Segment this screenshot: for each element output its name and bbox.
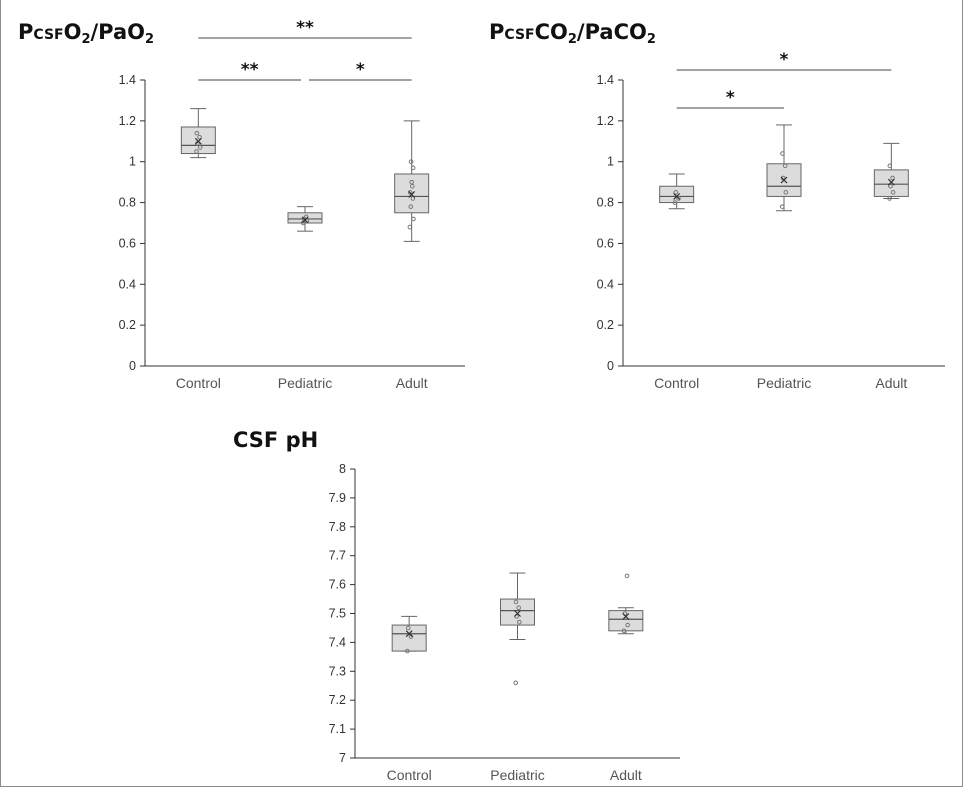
data-point xyxy=(513,599,519,605)
data-point xyxy=(410,165,416,171)
significance-label: * xyxy=(726,88,735,108)
y-tick-label: 0.8 xyxy=(597,196,614,210)
y-tick-label: 0.2 xyxy=(597,318,614,332)
significance-label: ** xyxy=(296,18,314,38)
data-point xyxy=(624,573,630,579)
data-point xyxy=(409,179,414,185)
data-point xyxy=(621,628,627,634)
data-point xyxy=(890,190,896,195)
y-tick-label: 0.6 xyxy=(119,236,136,250)
data-point xyxy=(411,216,416,222)
x-category-label: Pediatric xyxy=(757,375,811,391)
y-tick-label: 1.2 xyxy=(597,114,614,128)
data-point xyxy=(672,200,678,205)
y-tick-label: 0.4 xyxy=(119,277,136,291)
y-tick-label: 7.7 xyxy=(329,549,346,563)
panel-title-pcsfco2-paco2: PCSFCO2/PaCO2 xyxy=(489,20,656,47)
y-tick-label: 7.8 xyxy=(329,520,346,534)
data-point xyxy=(409,183,415,189)
significance-label: ** xyxy=(241,60,259,80)
data-point xyxy=(194,149,199,154)
y-tick-label: 7.1 xyxy=(329,722,346,736)
y-tick-label: 7 xyxy=(339,751,346,765)
data-point xyxy=(887,163,893,169)
data-point xyxy=(888,183,893,189)
y-tick-label: 0 xyxy=(607,359,614,373)
y-tick-label: 1.4 xyxy=(119,73,136,87)
y-tick-label: 0.6 xyxy=(597,236,614,250)
y-tick-label: 0.2 xyxy=(119,318,136,332)
data-point xyxy=(197,134,202,140)
significance-label: * xyxy=(780,50,789,70)
y-tick-label: 7.9 xyxy=(329,491,346,505)
data-point xyxy=(410,196,416,201)
x-category-label: Adult xyxy=(396,375,428,391)
y-tick-label: 1.4 xyxy=(597,73,614,87)
x-category-label: Control xyxy=(387,767,432,783)
y-tick-label: 7.5 xyxy=(329,607,346,621)
mean-marker xyxy=(514,610,521,617)
mean-marker xyxy=(194,137,202,145)
data-point xyxy=(408,204,414,209)
data-point xyxy=(625,622,630,628)
panel-title-pcsfo2-pao2: PCSFO2/PaO2 xyxy=(18,20,155,47)
data-point xyxy=(780,151,785,156)
data-point xyxy=(407,224,413,230)
data-point xyxy=(783,190,789,195)
y-tick-label: 8 xyxy=(339,462,346,476)
y-tick-label: 0.8 xyxy=(119,196,136,210)
mean-marker xyxy=(301,216,309,224)
x-category-label: Control xyxy=(176,375,221,391)
data-point xyxy=(517,619,522,625)
mean-marker xyxy=(408,190,416,198)
data-point xyxy=(890,175,895,181)
data-point xyxy=(197,145,203,150)
data-point xyxy=(408,159,414,165)
y-tick-label: 0 xyxy=(129,359,136,373)
mean-marker xyxy=(780,176,788,184)
y-tick-label: 0.4 xyxy=(597,277,614,291)
mean-marker xyxy=(673,193,681,200)
data-point xyxy=(194,130,200,136)
y-tick-label: 7.4 xyxy=(329,635,346,649)
x-category-label: Control xyxy=(654,375,699,391)
y-tick-label: 1.2 xyxy=(119,114,136,128)
y-tick-label: 1 xyxy=(607,155,614,169)
data-point xyxy=(407,190,413,195)
panel-title-csf-ph: CSF pH xyxy=(233,428,319,452)
data-point xyxy=(516,605,522,611)
x-category-label: Pediatric xyxy=(278,375,332,391)
data-point xyxy=(782,163,788,169)
data-point xyxy=(887,196,892,201)
y-tick-label: 1 xyxy=(129,155,136,169)
y-tick-label: 7.6 xyxy=(329,578,346,592)
box-iqr xyxy=(608,610,644,632)
data-point xyxy=(676,196,681,201)
mean-marker xyxy=(887,178,895,186)
significance-label: * xyxy=(356,60,365,80)
data-point xyxy=(779,204,785,209)
data-point xyxy=(513,680,519,686)
x-category-label: Adult xyxy=(610,767,642,783)
y-tick-label: 7.2 xyxy=(329,693,346,707)
y-tick-label: 7.3 xyxy=(329,664,346,678)
box-iqr xyxy=(500,598,535,626)
mean-marker xyxy=(405,630,413,638)
data-point xyxy=(405,648,410,654)
mean-marker xyxy=(622,612,630,620)
data-point xyxy=(673,190,679,195)
x-category-label: Adult xyxy=(875,375,907,391)
data-point xyxy=(405,625,411,631)
x-category-label: Pediatric xyxy=(490,767,544,783)
